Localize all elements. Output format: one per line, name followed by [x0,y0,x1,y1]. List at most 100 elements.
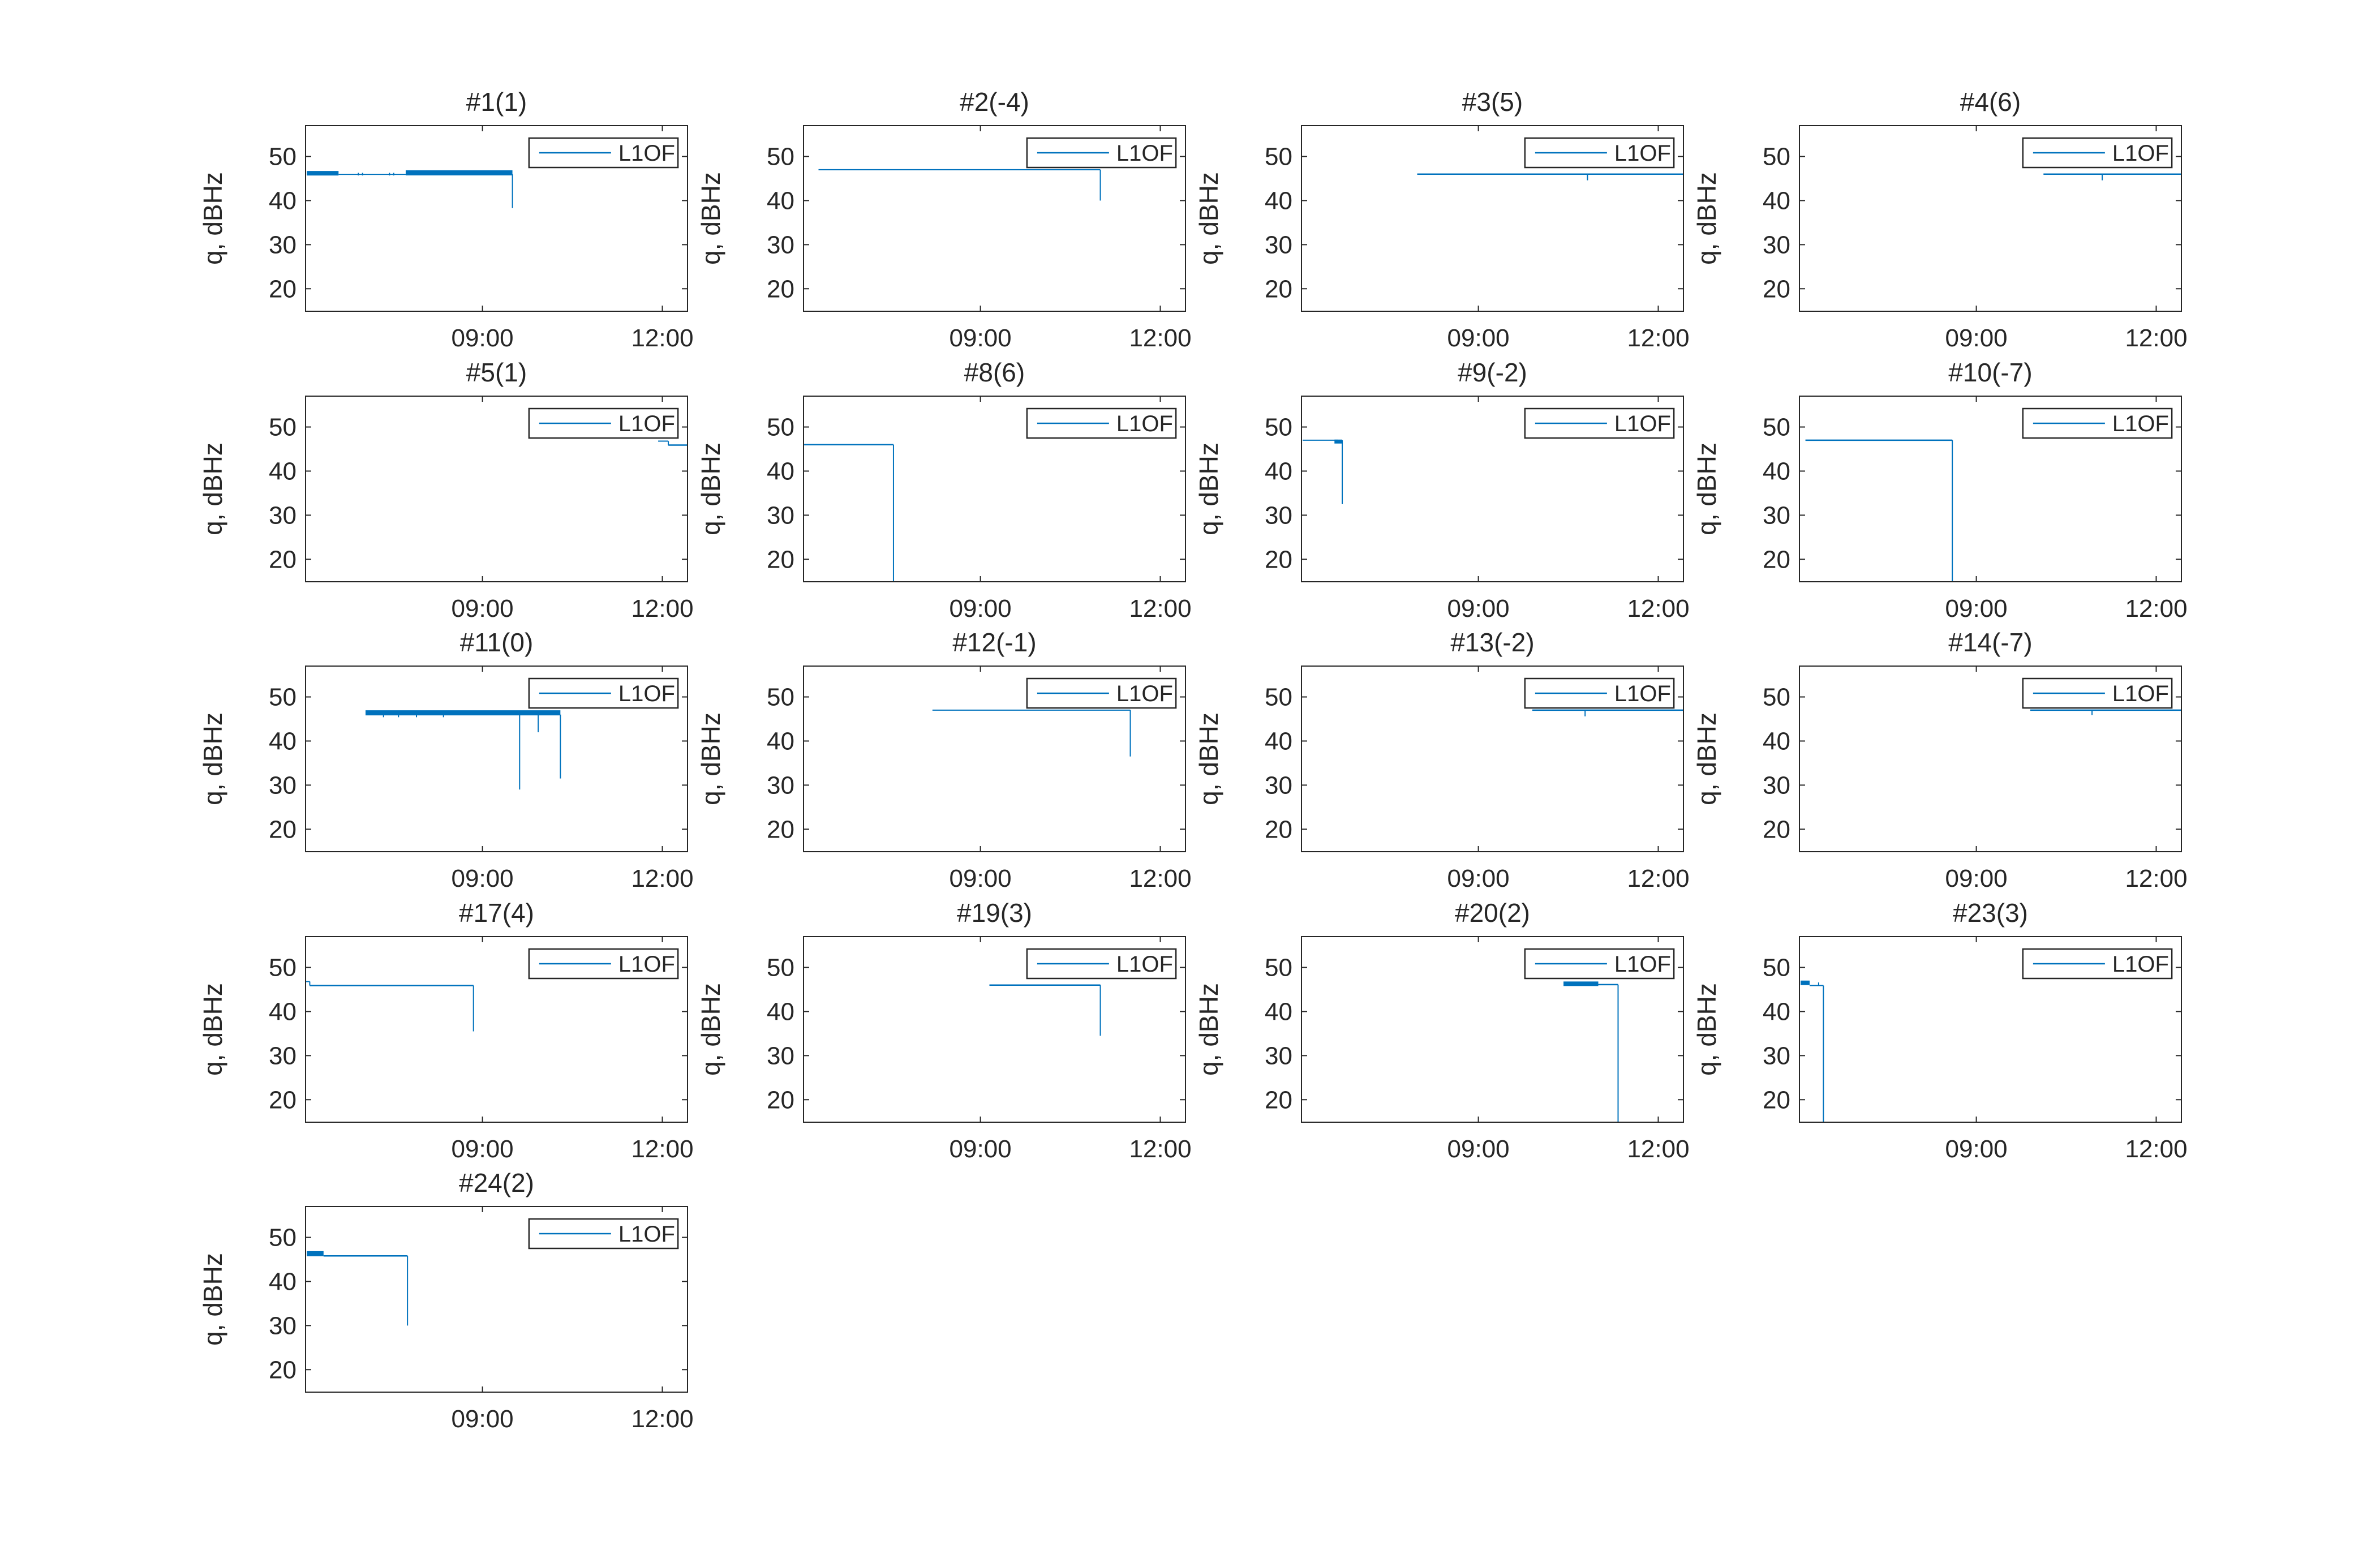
x-tick-label: 12:00 [1627,1135,1689,1163]
legend: L1OF [2022,407,2173,439]
y-tick-label: 40 [1763,187,1790,214]
axes-group: #5(1) q, dBHz 09:00 12:00 20 30 40 50 L1OF [198,358,694,622]
legend-label: L1OF [2112,681,2169,706]
y-tick-label: 30 [269,1312,297,1340]
subplot-11: #1(1) q, dBHz 09:00 12:00 20 30 40 50 L1OF [195,80,704,385]
y-tick-label: 30 [269,1042,297,1070]
y-axis-label: q, dBHz [696,712,725,805]
x-tick-label: 12:00 [1129,595,1191,622]
subplot-svg: #8(6) q, dBHz 09:00 12:00 20 30 40 50 L1OF [696,358,1192,622]
x-tick-label: 12:00 [2125,595,2187,622]
axes-box [803,125,1186,312]
axes-group: #10(-7) q, dBHz 09:00 12:00 20 30 40 50 L1OF [1692,358,2188,622]
axes-box [1799,666,2182,852]
legend-label: L1OF [1614,952,1671,977]
subplot-title: #2(-4) [960,87,1029,117]
subplot-193: #19(3) q, dBHz 09:00 12:00 20 30 40 50 L1OF [693,891,1202,1196]
y-tick-label: 20 [269,275,297,303]
x-tick-label: 09:00 [1447,1135,1510,1163]
y-tick-label: 50 [767,954,794,982]
x-tick-label: 09:00 [452,324,514,352]
subplot-svg: #1(1) q, dBHz 09:00 12:00 20 30 40 50 L1OF [198,87,694,352]
y-tick-label: 50 [767,684,794,711]
x-tick-label: 12:00 [1129,1135,1191,1163]
legend-label: L1OF [1116,141,1173,166]
y-tick-label: 40 [269,457,297,485]
legend: L1OF [528,137,679,169]
y-tick-label: 40 [1763,457,1790,485]
y-tick-label: 20 [269,815,297,843]
x-tick-label: 09:00 [452,1405,514,1433]
subplot-51: #5(1) q, dBHz 09:00 12:00 20 30 40 50 L1OF [195,351,704,655]
subplot-title: #4(6) [1960,87,2021,117]
subplot-svg: #23(3) q, dBHz 09:00 12:00 20 30 40 50 L1OF [1692,898,2188,1163]
y-tick-label: 30 [1265,231,1292,259]
x-tick-label: 09:00 [1945,324,2008,352]
x-tick-label: 12:00 [1129,865,1191,892]
legend: L1OF [528,1218,679,1250]
y-tick-label: 40 [269,998,297,1025]
subplot-110: #11(0) q, dBHz 09:00 12:00 20 30 40 50 L1OF [195,621,704,925]
subplot-2-4: #2(-4) q, dBHz 09:00 12:00 20 30 40 50 L1OF [693,80,1202,385]
y-axis-label: q, dBHz [198,443,227,535]
axes-box [1301,125,1684,312]
axes-group: #3(5) q, dBHz 09:00 12:00 20 30 40 50 L1OF [1194,87,1690,352]
legend: L1OF [1026,948,1177,980]
subplot-35: #3(5) q, dBHz 09:00 12:00 20 30 40 50 L1OF [1191,80,1700,385]
y-tick-label: 30 [1265,771,1292,799]
axes-box [803,396,1186,582]
y-tick-label: 40 [1763,998,1790,1025]
y-tick-label: 50 [1265,414,1292,441]
y-tick-label: 20 [1265,815,1292,843]
axes-box [1799,936,2182,1123]
subplot-46: #4(6) q, dBHz 09:00 12:00 20 30 40 50 L1OF [1689,80,2198,385]
axes-box [305,1206,688,1393]
legend-label: L1OF [2112,952,2169,977]
y-tick-label: 30 [767,771,794,799]
subplot-title: #24(2) [459,1168,534,1197]
x-tick-label: 12:00 [631,1405,693,1433]
axes-group: #23(3) q, dBHz 09:00 12:00 20 30 40 50 L1OF [1692,898,2188,1163]
axes-group: #9(-2) q, dBHz 09:00 12:00 20 30 40 50 L1OF [1194,358,1690,622]
y-tick-label: 20 [1763,546,1790,573]
legend: L1OF [1026,407,1177,439]
axes-box [305,125,688,312]
axes-group: #14(-7) q, dBHz 09:00 12:00 20 30 40 50 L1OF [1692,628,2188,892]
axes-group: #1(1) q, dBHz 09:00 12:00 20 30 40 50 L1OF [198,87,694,352]
y-tick-label: 50 [767,143,794,171]
y-tick-label: 30 [269,231,297,259]
subplot-202: #20(2) q, dBHz 09:00 12:00 20 30 40 50 L1OF [1191,891,1700,1196]
subplot-title: #9(-2) [1458,358,1527,387]
y-tick-label: 40 [1265,187,1292,214]
subplot-title: #5(1) [466,358,527,387]
subplot-svg: #19(3) q, dBHz 09:00 12:00 20 30 40 50 L1OF [696,898,1192,1163]
y-tick-label: 30 [269,771,297,799]
legend: L1OF [1524,407,1675,439]
subplot-title: #23(3) [1953,898,2028,928]
axes-box [1799,125,2182,312]
legend-label: L1OF [2112,141,2169,166]
y-tick-label: 40 [767,998,794,1025]
x-tick-label: 12:00 [2125,1135,2187,1163]
y-tick-label: 30 [767,501,794,529]
y-axis-label: q, dBHz [198,712,227,805]
axes-group: #24(2) q, dBHz 09:00 12:00 20 30 40 50 L1OF [198,1168,694,1433]
subplot-14-7: #14(-7) q, dBHz 09:00 12:00 20 30 40 50 L1OF [1689,621,2198,925]
axes-box [305,666,688,852]
x-tick-label: 09:00 [1945,865,2008,892]
y-tick-label: 50 [1763,954,1790,982]
axes-group: #2(-4) q, dBHz 09:00 12:00 20 30 40 50 L1OF [696,87,1192,352]
x-tick-label: 09:00 [1447,595,1510,622]
axes-group: #17(4) q, dBHz 09:00 12:00 20 30 40 50 L1OF [198,898,694,1163]
legend: L1OF [2022,677,2173,709]
y-tick-label: 20 [269,1356,297,1384]
x-tick-label: 12:00 [631,865,693,892]
x-tick-label: 09:00 [1945,1135,2008,1163]
subplot-svg: #13(-2) q, dBHz 09:00 12:00 20 30 40 50 L1OF [1194,628,1690,892]
axes-box [1799,396,2182,582]
subplot-title: #8(6) [964,358,1025,387]
subplot-svg: #24(2) q, dBHz 09:00 12:00 20 30 40 50 L1OF [198,1168,694,1433]
subplot-title: #1(1) [466,87,527,117]
legend: L1OF [1026,677,1177,709]
